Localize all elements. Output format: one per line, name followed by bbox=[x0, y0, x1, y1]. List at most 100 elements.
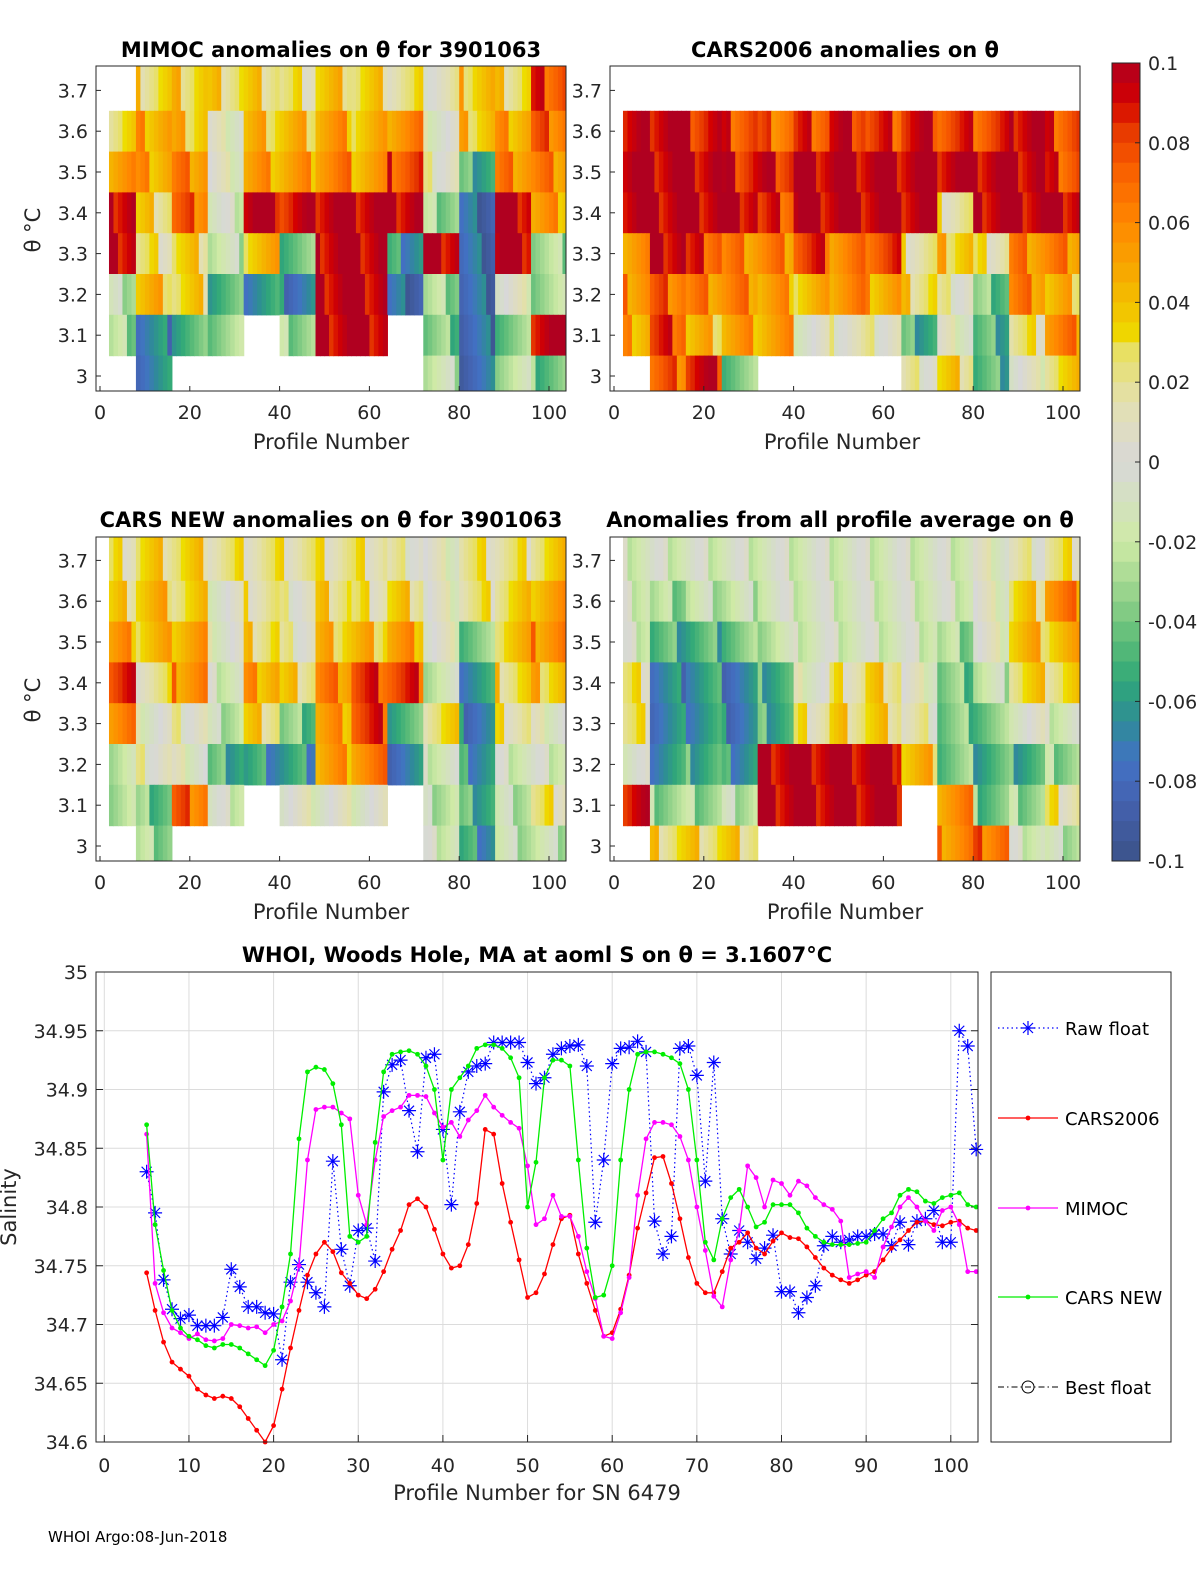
raw-float-marker bbox=[935, 1235, 950, 1250]
heatmap-cell bbox=[158, 825, 164, 861]
heatmap-cell bbox=[153, 233, 159, 275]
heatmap-cell bbox=[1045, 825, 1051, 861]
heatmap-cell bbox=[690, 621, 696, 663]
heatmap-cell bbox=[320, 784, 326, 827]
heatmap-cell bbox=[923, 703, 929, 745]
heatmap-cell bbox=[860, 537, 867, 582]
heatmap-cell bbox=[117, 233, 124, 275]
heatmap-cell bbox=[131, 537, 137, 582]
heatmap-cell bbox=[1040, 274, 1046, 316]
heatmap-cell bbox=[158, 110, 164, 153]
heatmap-cell bbox=[239, 110, 245, 153]
heatmap-cell bbox=[739, 192, 745, 234]
heatmap-cell bbox=[708, 151, 714, 193]
heatmap-cell bbox=[436, 580, 442, 623]
heatmap-cell bbox=[838, 621, 844, 663]
heatmap-cell bbox=[405, 66, 411, 112]
heatmap-cell bbox=[1071, 110, 1078, 153]
heatmap-cell bbox=[964, 662, 970, 704]
heatmap-cell bbox=[248, 233, 254, 275]
series-marker-carsnew bbox=[559, 1057, 564, 1063]
heatmap-cell bbox=[811, 580, 817, 623]
heatmap-cell bbox=[798, 703, 804, 745]
heatmap-cell bbox=[811, 192, 817, 234]
heatmap-cell bbox=[216, 66, 222, 112]
x-tick-label: 90 bbox=[854, 1455, 878, 1477]
heatmap-cell bbox=[185, 662, 191, 704]
heatmap-cell bbox=[149, 580, 155, 623]
heatmap-cell bbox=[964, 580, 970, 623]
heatmap-cell bbox=[540, 66, 546, 112]
heatmap-cell bbox=[825, 621, 831, 663]
heatmap-cell bbox=[1054, 825, 1060, 861]
heatmap-cell bbox=[851, 580, 858, 623]
heatmap-cell bbox=[113, 110, 119, 153]
heatmap-cell bbox=[914, 314, 920, 357]
heatmap-cell bbox=[248, 621, 254, 663]
heatmap-cell bbox=[780, 537, 786, 582]
series-marker-mimoc bbox=[330, 1104, 336, 1110]
heatmap-cell bbox=[834, 314, 840, 357]
heatmap-cell bbox=[829, 314, 835, 357]
heatmap-cell bbox=[717, 580, 723, 623]
colorbar-segment bbox=[1112, 222, 1140, 244]
heatmap-cell bbox=[243, 66, 249, 112]
heatmap-cell bbox=[508, 703, 514, 745]
heatmap-cell bbox=[557, 744, 564, 786]
heatmap-cell bbox=[346, 703, 353, 745]
heatmap-cell bbox=[973, 274, 979, 316]
series-marker-carsnew bbox=[550, 1057, 556, 1063]
heatmap-cell bbox=[297, 66, 303, 112]
heatmap-cell bbox=[874, 110, 880, 153]
series-marker-cars2006 bbox=[389, 1246, 395, 1252]
heatmap-cell bbox=[672, 784, 678, 827]
heatmap-cell bbox=[1031, 274, 1037, 316]
heatmap-cell bbox=[1040, 151, 1046, 193]
heatmap-cell bbox=[526, 355, 532, 391]
raw-float-marker bbox=[359, 1221, 374, 1236]
heatmap-cell bbox=[436, 703, 442, 745]
heatmap-cell bbox=[270, 192, 276, 234]
heatmap-cell bbox=[744, 355, 750, 391]
series-marker-carsnew bbox=[838, 1242, 844, 1247]
y-tick-label: 3.6 bbox=[58, 121, 88, 143]
heatmap-cell bbox=[757, 580, 763, 623]
heatmap-cell bbox=[450, 825, 456, 861]
heatmap-cell bbox=[1031, 703, 1037, 745]
heatmap-cell bbox=[526, 825, 532, 861]
heatmap-cell bbox=[288, 784, 294, 827]
heatmap-cell bbox=[1031, 662, 1037, 704]
heatmap-cell bbox=[901, 537, 907, 582]
heatmap-cell bbox=[869, 580, 876, 623]
heatmap-cell bbox=[432, 744, 438, 786]
heatmap-cell bbox=[113, 274, 119, 316]
heatmap-cell bbox=[324, 233, 330, 275]
raw-float-marker bbox=[740, 1235, 755, 1250]
heatmap-cell bbox=[649, 110, 656, 153]
heatmap-cell bbox=[409, 66, 415, 112]
heatmap-cell bbox=[427, 662, 433, 704]
heatmap-cell bbox=[1054, 151, 1060, 193]
heatmap-cell bbox=[1009, 662, 1015, 704]
heatmap-cell bbox=[351, 744, 357, 786]
heatmap-cell bbox=[320, 621, 326, 663]
heatmap-cell bbox=[409, 192, 415, 234]
heatmap-cell bbox=[694, 537, 700, 582]
heatmap-cell bbox=[757, 233, 763, 275]
heatmap-cell bbox=[941, 580, 947, 623]
x-tick-label: 60 bbox=[600, 1455, 624, 1477]
heatmap-cell bbox=[627, 703, 633, 745]
heatmap-cell bbox=[1009, 537, 1015, 582]
raw-float-marker bbox=[672, 1041, 687, 1056]
heatmap-cell bbox=[216, 274, 222, 316]
heatmap-cell bbox=[508, 662, 514, 704]
heatmap-cell bbox=[802, 192, 808, 234]
heatmap-cell bbox=[346, 110, 353, 153]
heatmap-cell bbox=[328, 744, 335, 786]
heatmap-cell bbox=[802, 744, 808, 786]
heatmap-cell bbox=[1013, 621, 1019, 663]
heatmap-cell bbox=[198, 110, 204, 153]
heatmap-cell bbox=[914, 744, 920, 786]
heatmap-cell bbox=[757, 151, 763, 193]
y-tick-label: 3.1 bbox=[58, 795, 88, 817]
